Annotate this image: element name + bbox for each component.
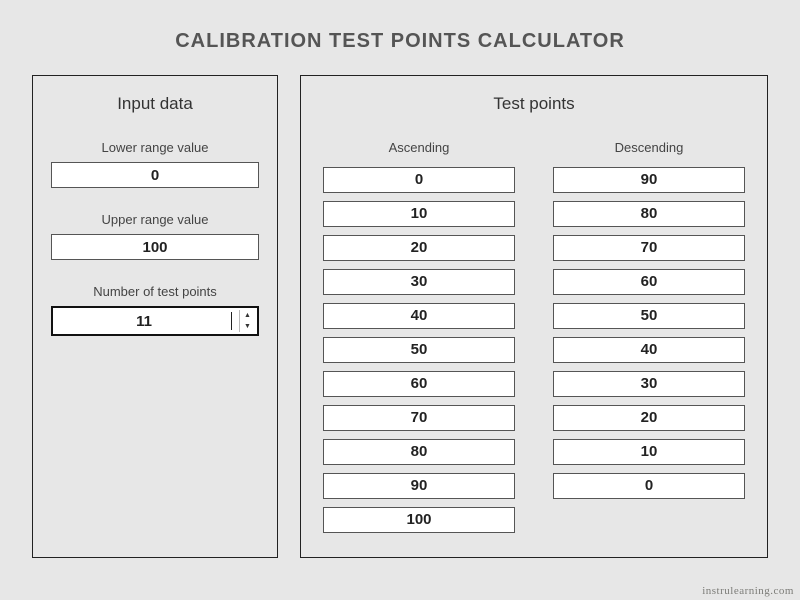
descending-value: 80 [553, 201, 745, 227]
test-points-count-stepper[interactable]: ▲ ▼ [51, 306, 259, 336]
ascending-heading: Ascending [323, 140, 515, 155]
ascending-value: 40 [323, 303, 515, 329]
lower-range-group: Lower range value [51, 140, 259, 188]
ascending-value: 20 [323, 235, 515, 261]
descending-column: Descending 90 80 70 60 50 40 30 20 10 0 [553, 140, 745, 541]
input-panel-heading: Input data [51, 88, 259, 140]
watermark-text: instrulearning.com [702, 585, 794, 597]
lower-range-label: Lower range value [51, 140, 259, 155]
stepper-up-button[interactable]: ▲ [240, 310, 255, 321]
ascending-value: 10 [323, 201, 515, 227]
descending-value: 50 [553, 303, 745, 329]
descending-value: 0 [553, 473, 745, 499]
stepper-down-button[interactable]: ▼ [240, 321, 255, 332]
upper-range-input[interactable] [51, 234, 259, 260]
lower-range-input[interactable] [51, 162, 259, 188]
descending-value: 70 [553, 235, 745, 261]
ascending-value: 0 [323, 167, 515, 193]
ascending-value: 70 [323, 405, 515, 431]
descending-value: 10 [553, 439, 745, 465]
ascending-column: Ascending 0 10 20 30 40 50 60 70 80 90 100 [323, 140, 515, 541]
upper-range-group: Upper range value [51, 212, 259, 260]
ascending-value: 50 [323, 337, 515, 363]
descending-heading: Descending [553, 140, 745, 155]
ascending-value: 60 [323, 371, 515, 397]
results-panel-heading: Test points [323, 88, 745, 140]
test-points-panel: Test points Ascending 0 10 20 30 40 50 60 70 80 9… [300, 75, 768, 558]
descending-value: 40 [553, 337, 745, 363]
ascending-value: 90 [323, 473, 515, 499]
page-title: CALIBRATION TEST POINTS CALCULATOR [0, 0, 800, 75]
test-points-count-label: Number of test points [51, 284, 259, 299]
test-points-count-input[interactable] [53, 308, 235, 334]
results-columns: Ascending 0102030405060708090100 Descend… [323, 140, 745, 541]
ascending-value: 30 [323, 269, 515, 295]
ascending-value: 80 [323, 439, 515, 465]
ascending-value: 100 [323, 507, 515, 533]
input-data-panel: Input data Lower range value Upper range… [32, 75, 278, 558]
stepper-buttons: ▲ ▼ [239, 310, 255, 332]
text-caret [231, 312, 232, 330]
main-content: Input data Lower range value Upper range… [0, 75, 800, 558]
descending-value: 60 [553, 269, 745, 295]
test-points-count-group: Number of test points ▲ ▼ [51, 284, 259, 336]
upper-range-label: Upper range value [51, 212, 259, 227]
descending-value: 20 [553, 405, 745, 431]
descending-value: 30 [553, 371, 745, 397]
descending-value: 90 [553, 167, 745, 193]
